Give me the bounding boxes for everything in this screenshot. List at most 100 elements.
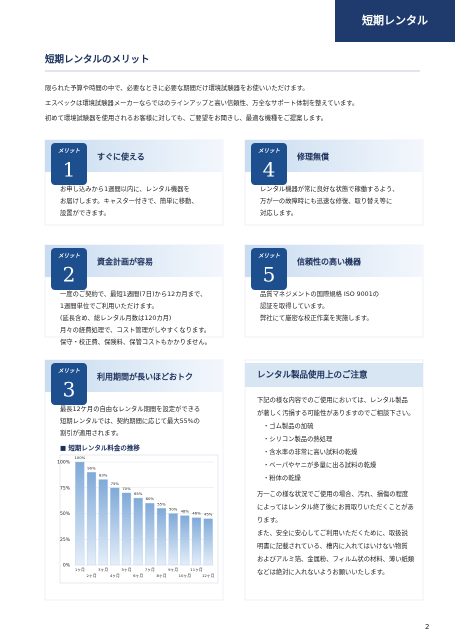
badge <box>251 248 287 290</box>
bar <box>203 518 213 566</box>
x-tick-label: 6ヶ月 <box>133 573 143 578</box>
page-number: 2 <box>425 623 429 631</box>
bar <box>110 487 120 566</box>
bar <box>145 503 155 566</box>
card-body: 認証を取得しています。 <box>260 301 328 310</box>
y-tick-label: 25% <box>60 537 71 543</box>
badge-label: メリット <box>58 368 81 375</box>
x-tick-label: 7ヶ月 <box>145 567 155 572</box>
notice-intro: が著しく汚損する可能性がありますのでご相談下さい。 <box>257 408 414 417</box>
x-tick-label: 9ヶ月 <box>168 567 178 572</box>
notice-intro: 下記の様な内容でのご使用においては、レンタル製品 <box>257 395 408 404</box>
value-label: 90% <box>87 465 96 470</box>
x-tick-label: 10ヶ月 <box>179 573 192 578</box>
intro-line: 限られた予算や時間の中で、必要なときに必要な期間だけ環境試験器をお使いいただけま… <box>45 83 309 92</box>
badge <box>251 143 287 185</box>
y-tick-label: 50% <box>60 511 71 517</box>
card-body: 割引が適用されます。 <box>60 428 122 437</box>
bar <box>98 479 108 566</box>
card-body: 短期レンタルでは、契約期間に応じて最大55%の <box>60 416 200 425</box>
card-body: 設置ができます。 <box>60 208 110 217</box>
notice-outro: ります。 <box>257 516 282 524</box>
card-body: 弊社にて厳密な校正作業を実施します。 <box>260 313 373 322</box>
notice-outro: また、安全に安心してご利用いただくために、取扱説 <box>257 528 408 537</box>
notice-item: ・含水率の非常に高い試料の乾燥 <box>263 447 358 456</box>
x-tick-label: 4ヶ月 <box>110 573 120 578</box>
value-label: 83% <box>99 473 108 478</box>
y-tick-label: 100% <box>57 460 71 466</box>
card-body: レンタル機器が常に良好な状態で稼働するよう、 <box>260 184 399 193</box>
card-body: 月々の経費処理で、コスト管理がしやすくなります。 <box>60 325 210 334</box>
notice-outro: 明書に記載されている、槽内に入れてはいけない物質 <box>257 541 408 550</box>
value-label: 70% <box>122 486 131 491</box>
card-title: すぐに使える <box>97 152 145 162</box>
badge-number: 3 <box>63 378 76 402</box>
card-body: 一度のご契約で、最短1週間(7日)から12カ月まで、 <box>60 289 206 298</box>
intro-line: エスペックは環境試験器メーカーならではのラインアップと高い信頼性、万全なサポート… <box>45 98 358 107</box>
badge-number: 5 <box>263 263 276 287</box>
card-body: 万が一の故障時にも迅速な修復、取り替え等に <box>260 196 392 205</box>
badge-label: メリット <box>58 148 81 155</box>
bar <box>180 515 190 566</box>
value-label: 65% <box>134 491 143 496</box>
intro-line: 初めて環境試験器を使用されるお客様に対しても、ご要望をお聞きし、最適な機種をご提… <box>45 113 327 122</box>
x-tick-label: 8ヶ月 <box>156 573 166 578</box>
notice-item: ・ベーパやヤニが多量に出る試料の乾燥 <box>263 460 377 469</box>
bar <box>168 513 178 566</box>
badge <box>51 248 87 290</box>
card-body: 1週間単位でご利用いただけます。 <box>60 301 158 310</box>
value-label: 75% <box>111 481 120 486</box>
bar <box>86 472 97 566</box>
bar <box>156 508 167 566</box>
y-tick-label: 0% <box>63 563 71 569</box>
x-tick-label: 2ヶ月 <box>86 573 96 578</box>
header-tab <box>335 0 455 42</box>
value-label: 50% <box>169 507 178 512</box>
badge-number: 1 <box>63 158 76 182</box>
y-tick-label: 75% <box>60 485 71 491</box>
notice-item: ・粉体の乾燥 <box>263 473 301 482</box>
card-body: 品質マネジメントの国際規格 ISO 9001の <box>260 289 379 298</box>
card-body: (延長含め、総レンタル月数は120カ月) <box>60 313 171 322</box>
badge-label: メリット <box>58 253 81 260</box>
header-title: 短期レンタル <box>362 13 428 27</box>
x-tick-label: 5ヶ月 <box>121 567 131 572</box>
value-label: 45% <box>204 512 213 517</box>
bar <box>191 517 202 566</box>
notice-item: ・シリコン製品の熱処理 <box>263 434 333 443</box>
bar <box>121 492 132 566</box>
notice-outro: およびアルミ箔、金属粉、フィルム状の材料、薄い紙類 <box>257 554 415 563</box>
badge-number: 2 <box>63 263 76 287</box>
section-title: 短期レンタルのメリット <box>45 54 150 66</box>
card-body: 最長12ケ月の自由なレンタル期間を設定ができる <box>60 404 200 413</box>
value-label: 55% <box>157 501 166 506</box>
value-label: 46% <box>192 511 201 516</box>
card-body: お申し込みから1週間以内に、レンタル機器を <box>60 184 190 193</box>
badge-label: メリット <box>258 253 281 260</box>
badge <box>51 363 87 405</box>
bar <box>133 497 143 566</box>
notice-panel <box>244 359 424 601</box>
card-title: 利用期間が長いほどおトク <box>96 372 193 382</box>
x-tick-label: 3ヶ月 <box>98 567 108 572</box>
notice-outro: によってはレンタル終了後にお買取りいただくことがあ <box>257 502 414 511</box>
card-body: お届けします。キャスター付きで、簡単に移動、 <box>60 196 198 205</box>
card-title: 資金計画が容易 <box>97 257 153 267</box>
badge-label: メリット <box>258 148 281 155</box>
bar <box>75 461 85 566</box>
chart-title: ■ 短期レンタル料金の推移 <box>60 443 140 452</box>
notice-outro: などは絶対に入れないようお願いいたします。 <box>257 567 388 576</box>
value-label: 48% <box>181 509 190 514</box>
notice-outro: 万一この様な状況でご使用の場合、汚れ、損傷の程度 <box>257 489 409 498</box>
card-body: 保守・校正費、保険料、保管コストもかかりません。 <box>60 337 211 346</box>
x-tick-label: 12ヶ月 <box>202 573 215 578</box>
badge <box>51 143 87 185</box>
badge-number: 4 <box>263 158 276 182</box>
card-body: 対応します。 <box>260 208 297 217</box>
card-title: 修理無償 <box>296 152 329 162</box>
value-label: 100% <box>74 455 85 460</box>
card-title: 信頼性の高い機器 <box>297 257 362 267</box>
notice-band <box>245 363 423 387</box>
value-label: 60% <box>146 496 155 501</box>
